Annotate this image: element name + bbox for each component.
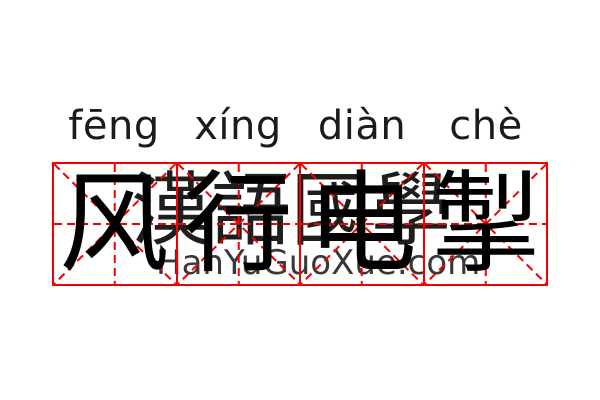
tianzige-grid: 漢語國學 HanYuGuoXue.com: [52, 162, 548, 286]
pinyin-syllable-1: fēng: [68, 103, 160, 149]
cell-guide-lines-icon: [177, 164, 299, 284]
tianzige-cell-3: [299, 164, 423, 284]
tianzige-cell-1: [54, 164, 176, 284]
pinyin-syllable-3: diàn: [317, 103, 407, 149]
pinyin-row: fēng xíng diàn chè: [52, 100, 548, 152]
cell-guide-lines-icon: [424, 164, 546, 284]
pinyin-syllable-2: xíng: [194, 103, 282, 149]
cell-guide-lines-icon: [301, 164, 423, 284]
cell-guide-lines-icon: [54, 164, 176, 284]
tianzige-cell-2: [175, 164, 299, 284]
grid-cells: [52, 162, 548, 286]
pinyin-syllable-4: chè: [449, 103, 523, 149]
tianzige-cell-4: [422, 164, 546, 284]
